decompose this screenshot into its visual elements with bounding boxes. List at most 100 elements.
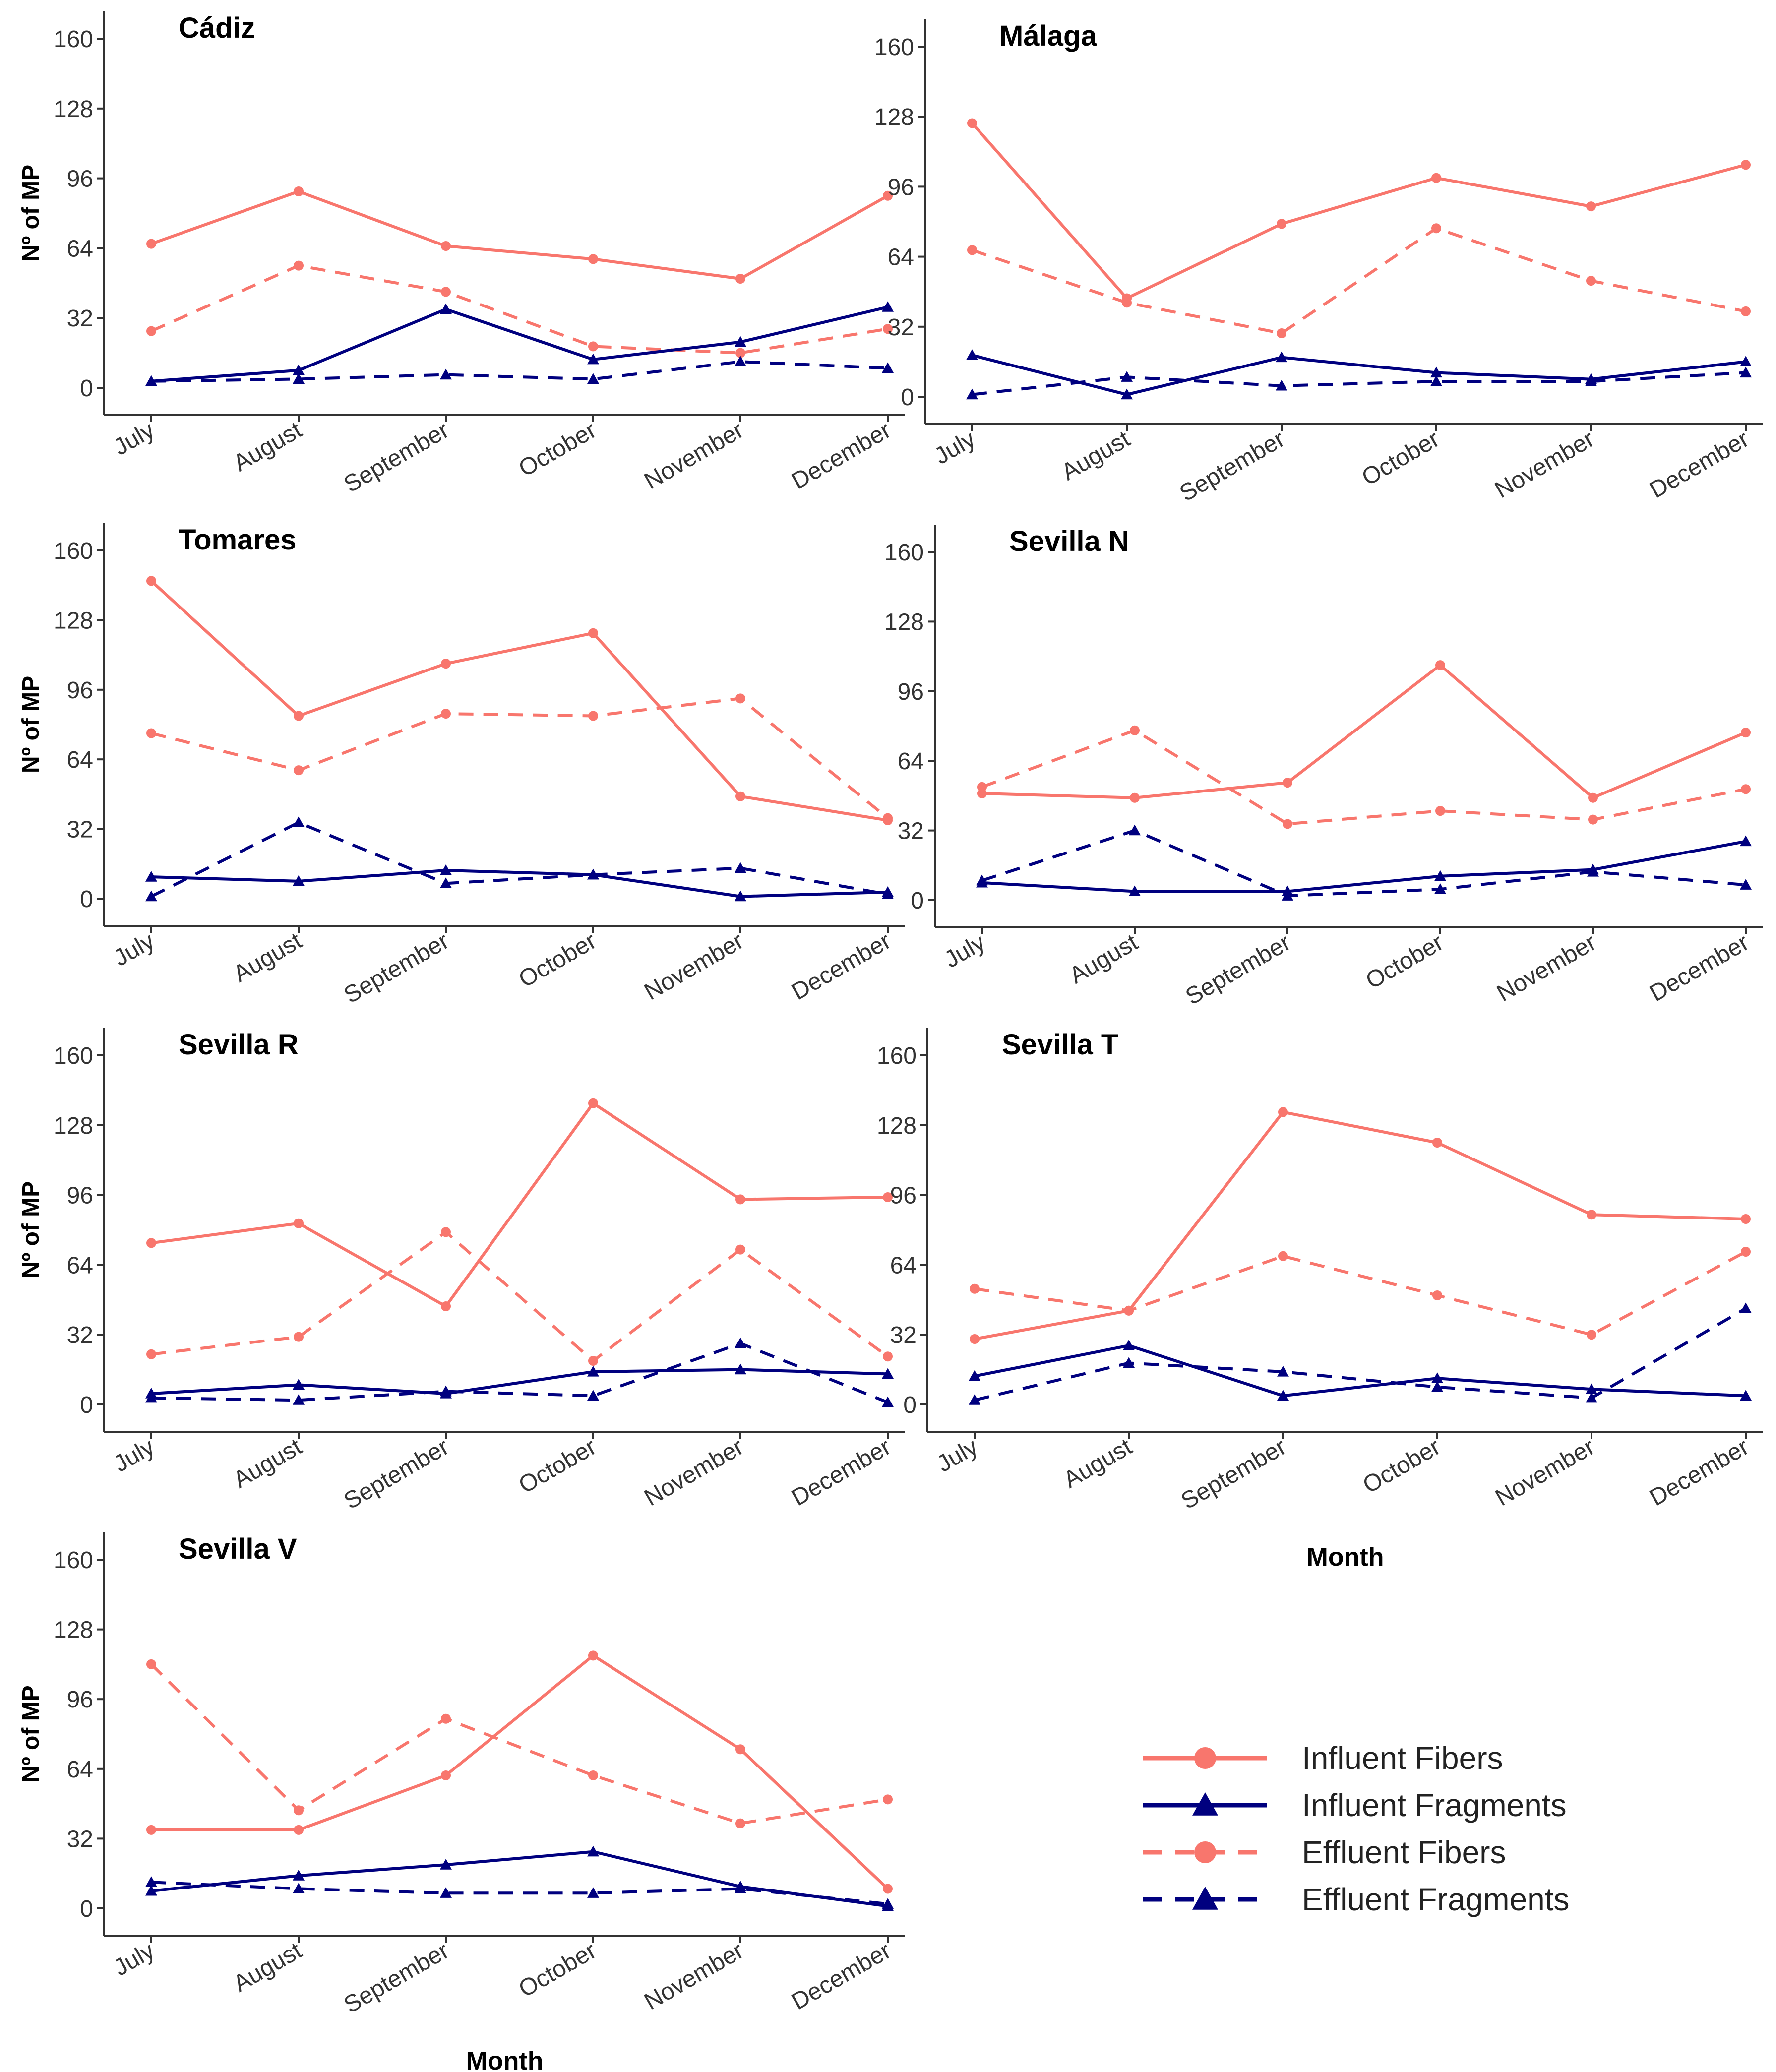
series-influent-fibers xyxy=(970,1107,1751,1344)
legend: Influent Fibers Influent Fragments Effluen… xyxy=(1143,1740,1570,1917)
series-effluent-fibers xyxy=(146,260,893,358)
data-point xyxy=(1432,1138,1442,1148)
series-influent-fibers xyxy=(146,1650,893,1894)
x-axis-title: Month xyxy=(466,2047,544,2072)
data-point xyxy=(735,274,745,284)
legend-label: Effluent Fragments xyxy=(1302,1882,1570,1917)
data-point xyxy=(440,1388,452,1399)
y-tick-label: 160 xyxy=(877,1043,917,1069)
series-influent-fragments xyxy=(145,301,894,386)
series-line xyxy=(972,371,1746,396)
series-effluent-fragments xyxy=(145,816,894,902)
panel-title: Sevilla N xyxy=(1009,525,1129,557)
data-point xyxy=(735,862,746,873)
data-point xyxy=(294,1805,304,1816)
data-point xyxy=(735,336,746,347)
data-point xyxy=(1283,778,1292,788)
data-point xyxy=(294,1825,304,1835)
x-tick-label: August xyxy=(229,1938,306,1998)
data-point xyxy=(440,1859,452,1870)
series-line xyxy=(151,360,888,383)
data-point xyxy=(967,245,977,255)
y-tick-label: 96 xyxy=(67,1183,93,1209)
data-point xyxy=(587,1845,599,1857)
data-point xyxy=(970,1283,980,1294)
series-effluent-fibers xyxy=(146,693,893,823)
x-tick-label: October xyxy=(1357,426,1444,491)
data-point xyxy=(146,576,156,586)
data-point xyxy=(735,1818,745,1828)
series-line xyxy=(151,697,889,819)
data-point xyxy=(588,628,598,638)
data-point xyxy=(735,1194,745,1205)
legend-label: Influent Fibers xyxy=(1302,1740,1503,1776)
data-point xyxy=(441,1227,451,1237)
series-influent-fragments xyxy=(145,864,894,902)
data-point xyxy=(735,1244,745,1255)
panel-tomares: 0 32 64 96 128 160 July August September October N… xyxy=(18,523,905,1009)
data-point xyxy=(1431,223,1441,234)
series-line xyxy=(981,729,1746,826)
data-point xyxy=(587,868,599,880)
data-point xyxy=(883,1884,893,1894)
data-point xyxy=(969,1394,980,1405)
x-tick-label: November xyxy=(640,928,748,1006)
data-point xyxy=(1435,806,1445,816)
y-tick-label: 128 xyxy=(884,609,924,635)
data-point xyxy=(293,1883,305,1894)
y-tick-label: 128 xyxy=(874,104,914,130)
series-line xyxy=(151,1850,888,1908)
data-point xyxy=(1122,293,1132,304)
y-tick-label: 160 xyxy=(54,538,93,564)
y-tick-label: 0 xyxy=(80,1392,93,1418)
series-line xyxy=(151,1230,889,1362)
y-axis-title: Nº of MP xyxy=(18,1181,44,1279)
data-point xyxy=(1434,870,1446,881)
series-line xyxy=(151,1368,888,1395)
data-point xyxy=(1586,276,1596,286)
data-point xyxy=(735,693,745,704)
data-point xyxy=(969,1370,980,1381)
data-point xyxy=(146,1825,156,1835)
y-axis-title: Nº of MP xyxy=(18,676,44,773)
x-tick-label: September xyxy=(340,1938,454,2018)
data-point xyxy=(1587,1210,1596,1220)
y-tick-label: 64 xyxy=(67,747,93,773)
data-point xyxy=(1434,883,1446,894)
data-point xyxy=(1277,219,1286,229)
legend-marker-triangle xyxy=(1192,1887,1218,1910)
legend-marker-circle xyxy=(1194,1747,1216,1769)
data-point xyxy=(1277,1366,1289,1377)
data-point xyxy=(146,326,156,336)
x-tick-label: October xyxy=(514,1434,601,1499)
y-tick-label: 32 xyxy=(890,1322,917,1348)
data-point xyxy=(587,1366,599,1377)
data-point xyxy=(145,871,157,882)
series-effluent-fibers xyxy=(967,223,1751,339)
y-tick-label: 128 xyxy=(54,1113,93,1139)
series-influent-fragments xyxy=(976,835,1752,897)
y-tick-label: 96 xyxy=(67,1687,93,1713)
panel-title: Sevilla T xyxy=(1002,1029,1118,1061)
x-tick-label: December xyxy=(787,1434,895,1512)
data-point xyxy=(294,711,304,721)
data-point xyxy=(735,1744,745,1755)
data-point xyxy=(294,1332,304,1342)
data-point xyxy=(966,349,978,360)
x-tick-label: July xyxy=(930,426,980,470)
data-point xyxy=(440,864,452,875)
data-point xyxy=(1432,1290,1442,1300)
series-influent-fragments xyxy=(145,1845,894,1911)
data-point xyxy=(735,348,745,358)
series-influent-fragments xyxy=(969,1340,1752,1401)
data-point xyxy=(883,815,893,826)
y-tick-label: 160 xyxy=(884,540,924,566)
series-line xyxy=(974,1250,1747,1337)
data-point xyxy=(440,1887,452,1898)
x-tick-label: September xyxy=(340,1434,454,1515)
x-tick-label: October xyxy=(1358,1434,1445,1499)
data-point xyxy=(1123,1340,1135,1350)
data-point xyxy=(1740,879,1752,890)
x-tick-label: July xyxy=(932,1434,982,1478)
